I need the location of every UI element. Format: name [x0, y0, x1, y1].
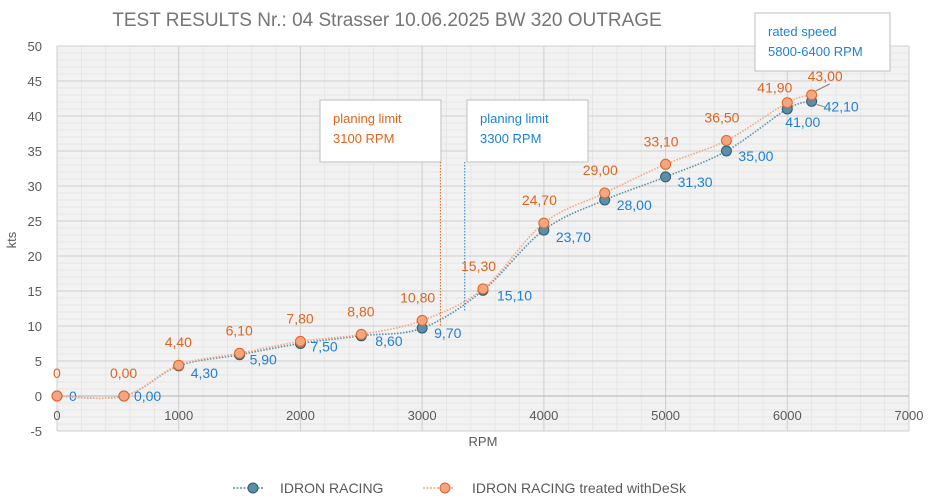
- data-label: 43,00: [808, 68, 843, 84]
- y-tick-label: 40: [28, 109, 42, 124]
- x-tick-label: 4000: [529, 408, 558, 423]
- data-label: 31,30: [678, 174, 713, 190]
- data-label: 8,60: [375, 333, 402, 349]
- data-label: 24,70: [522, 192, 557, 208]
- data-label: 0: [69, 388, 77, 404]
- data-point: [173, 359, 185, 371]
- annotation-box: [319, 99, 442, 163]
- data-point: [234, 347, 246, 359]
- data-point: [51, 390, 63, 402]
- y-axis-label: kts: [4, 231, 19, 248]
- data-point: [599, 187, 611, 199]
- annotation-line1: planing limit: [333, 111, 402, 126]
- data-label: 0,00: [134, 388, 161, 404]
- data-point: [118, 390, 130, 402]
- y-tick-label: 0: [35, 389, 42, 404]
- legend-label-desk: IDRON RACING treated withDeSk: [472, 480, 687, 495]
- x-tick-label: 5000: [651, 408, 680, 423]
- data-label: 41,00: [785, 114, 820, 130]
- y-tick-label: 20: [28, 249, 42, 264]
- x-tick-label: 2000: [286, 408, 315, 423]
- data-label: 29,00: [583, 162, 618, 178]
- annotation-line2: 3100 RPM: [333, 131, 394, 146]
- data-label: 23,70: [556, 229, 591, 245]
- data-label: 7,50: [310, 339, 337, 355]
- x-tick-label: 1000: [164, 408, 193, 423]
- data-label: 15,10: [497, 287, 532, 303]
- data-label: 8,80: [347, 303, 374, 319]
- data-point: [416, 314, 428, 326]
- annotation-line2: 3300 RPM: [480, 131, 541, 146]
- y-tick-label: 25: [28, 214, 42, 229]
- data-label: 15,30: [461, 258, 496, 274]
- data-point: [294, 335, 306, 347]
- data-label: 33,10: [644, 133, 679, 149]
- data-label: 9,70: [434, 325, 461, 341]
- data-label: 5,90: [250, 352, 277, 368]
- label-leader: [815, 83, 830, 92]
- data-label: 10,80: [400, 289, 435, 305]
- y-tick-label: 35: [28, 144, 42, 159]
- x-axis-label: RPM: [469, 434, 498, 449]
- data-point: [781, 97, 793, 109]
- label-leader: [816, 103, 826, 108]
- y-tick-label: 50: [28, 39, 42, 54]
- data-point: [660, 171, 672, 183]
- data-point: [720, 135, 732, 146]
- y-tick-label: -5: [30, 424, 42, 439]
- legend-marker-idron: [247, 482, 259, 494]
- annotation-box: [466, 99, 589, 163]
- data-label: 7,80: [286, 310, 313, 326]
- data-label: 35,00: [738, 148, 773, 164]
- chart-title: TEST RESULTS Nr.: 04 Strasser 10.06.2025…: [112, 10, 661, 31]
- series-line: [56, 100, 812, 400]
- data-point: [355, 328, 367, 340]
- data-label: 42,10: [824, 98, 859, 114]
- legend-label-idron: IDRON RACING: [280, 480, 383, 495]
- data-point: [660, 158, 672, 170]
- annotation-line1: rated speed: [768, 24, 837, 39]
- data-label: 4,30: [191, 365, 218, 381]
- y-tick-label: 5: [35, 354, 42, 369]
- legend: IDRON RACING IDRON RACING treated withDe…: [233, 480, 687, 496]
- data-point: [538, 217, 550, 229]
- x-tick-label: 3000: [408, 408, 437, 423]
- data-label: 0,00: [110, 365, 137, 381]
- x-tick-label: 7000: [895, 408, 924, 423]
- y-tick-label: 10: [28, 319, 42, 334]
- annotations: planing limit 3100 RPM planing limit 3300 R…: [319, 12, 891, 326]
- data-label: 28,00: [617, 197, 652, 213]
- x-tick-label: 6000: [773, 408, 802, 423]
- data-point: [806, 89, 818, 101]
- y-tick-label: 30: [28, 179, 42, 194]
- annotation-line2: 5800-6400 RPM: [768, 44, 863, 59]
- data-label: 41,90: [757, 80, 792, 96]
- x-tick-label: 0: [53, 408, 60, 423]
- data-label: 36,50: [704, 110, 739, 126]
- data-label: 0: [53, 365, 61, 381]
- annotation-line1: planing limit: [480, 111, 549, 126]
- series: 0 0,00 4,30 5,90 7,50 8,60 9,70 15,10 23,70 28,00…: [51, 68, 859, 404]
- y-tick-label: 45: [28, 74, 42, 89]
- data-label: 4,40: [165, 334, 192, 350]
- data-label: 6,10: [226, 322, 253, 338]
- data-point: [477, 283, 489, 295]
- data-point: [720, 145, 732, 157]
- series-line: [56, 94, 812, 400]
- annotation-box: [754, 12, 891, 72]
- series-1: 0 0,00 4,40 6,10 7,80 8,80 10,80 15,30 24,70 29,0…: [51, 68, 843, 402]
- legend-marker-desk: [439, 482, 451, 494]
- y-tick-label: 15: [28, 284, 42, 299]
- axes: 0 1000 2000 3000 4000 5000 6000 7000-5051015202…: [28, 39, 924, 439]
